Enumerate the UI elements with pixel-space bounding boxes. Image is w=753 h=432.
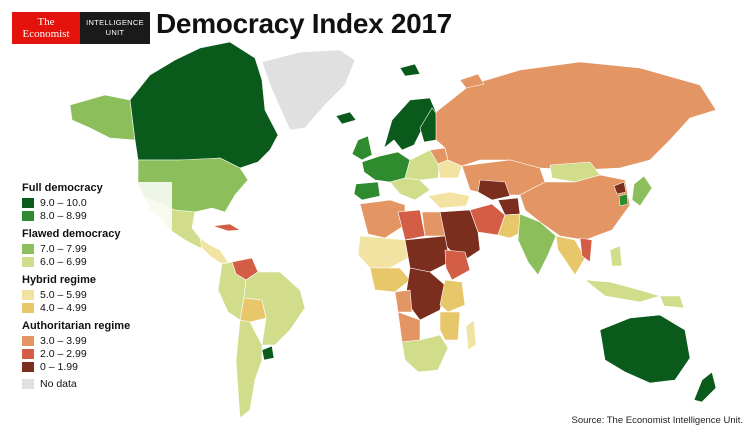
legend-item-auth-c: 0 – 1.99 <box>22 360 172 373</box>
region-north-africa <box>359 199 406 239</box>
region-svalbard-area <box>459 73 485 89</box>
legend-flawed-title: Flawed democracy <box>22 228 121 240</box>
legend-item-flawed-a: 7.0 – 7.99 <box>22 242 172 255</box>
region-horn <box>444 249 471 281</box>
legend-auth-title: Authoritarian regime <box>22 320 131 332</box>
legend-full-title: Full democracy <box>22 182 103 194</box>
legend-label: 3.0 – 3.99 <box>40 334 87 347</box>
region-east-africa <box>439 279 466 313</box>
legend-item-flawed-b: 6.0 – 6.99 <box>22 255 172 268</box>
legend-item-auth-a: 3.0 – 3.99 <box>22 334 172 347</box>
region-sahel <box>357 235 409 269</box>
legend-swatch <box>22 361 34 372</box>
economist-logo: The Economist <box>12 12 80 44</box>
region-turkey <box>427 191 471 209</box>
region-china <box>519 174 631 241</box>
legend-label: 4.0 – 4.99 <box>40 301 87 314</box>
legend-label: No data <box>40 377 77 390</box>
region-iberia <box>353 181 381 201</box>
legend-item-full-a: 9.0 – 10.0 <box>22 196 172 209</box>
intelligence-unit-logo: INTELLIGENCE UNIT <box>80 12 150 44</box>
region-southeast-asia <box>555 235 586 276</box>
region-sudan <box>404 235 451 273</box>
unit-line-1: INTELLIGENCE <box>86 18 144 27</box>
source-note: Source: The Economist Intelligence Unit. <box>571 415 743 426</box>
region-central-america <box>199 237 229 265</box>
legend-swatch <box>22 210 34 221</box>
region-japan <box>631 175 653 207</box>
region-brazil <box>243 271 306 346</box>
region-south-korea <box>618 193 629 207</box>
legend-label: 8.0 – 8.99 <box>40 209 87 222</box>
unit-line-2: UNIT <box>105 28 125 37</box>
region-alaska <box>69 94 136 141</box>
legend-swatch <box>22 243 34 254</box>
legend-hybrid-title: Hybrid regime <box>22 274 96 286</box>
legend-item-hybrid-b: 4.0 – 4.99 <box>22 301 172 314</box>
legend-swatch <box>22 335 34 346</box>
region-iceland <box>335 111 357 125</box>
legend-swatch <box>22 302 34 313</box>
legend-label: 0 – 1.99 <box>40 360 78 373</box>
region-greenland <box>261 49 356 131</box>
region-southern-africa <box>401 334 449 373</box>
legend-label: 9.0 – 10.0 <box>40 196 87 209</box>
region-png <box>659 295 685 309</box>
region-madagascar <box>465 319 477 351</box>
region-india <box>517 213 557 276</box>
legend-swatch <box>22 378 34 389</box>
region-indonesia <box>584 279 661 303</box>
legend-label: 7.0 – 7.99 <box>40 242 87 255</box>
region-uruguay <box>261 345 275 361</box>
region-angola <box>397 311 421 343</box>
legend-label: 2.0 – 2.99 <box>40 347 87 360</box>
region-canada <box>129 41 279 169</box>
region-southern-cone <box>235 319 263 419</box>
logo-line-1: The <box>37 16 55 28</box>
legend-label: 5.0 – 5.99 <box>40 288 87 301</box>
region-russia <box>435 61 717 171</box>
region-arctic-islands <box>399 63 421 77</box>
legend-item-no-data: No data <box>22 377 172 390</box>
logo-line-2: Economist <box>22 28 70 40</box>
region-west-africa <box>369 267 411 293</box>
legend-item-hybrid-a: 5.0 – 5.99 <box>22 288 172 301</box>
legend-item-auth-b: 2.0 – 2.99 <box>22 347 172 360</box>
legend-swatch <box>22 289 34 300</box>
region-south-europe <box>389 177 431 201</box>
legend-swatch <box>22 197 34 208</box>
region-turkmenistan <box>477 179 511 201</box>
region-libya <box>397 209 426 241</box>
region-north-korea <box>613 181 627 195</box>
legend: Full democracy 9.0 – 10.0 8.0 – 8.99 Fla… <box>22 182 172 390</box>
legend-swatch <box>22 348 34 359</box>
region-vietnam <box>579 237 593 263</box>
region-mozambique <box>439 311 461 341</box>
legend-swatch <box>22 256 34 267</box>
region-ukraine <box>437 159 463 179</box>
legend-label: 6.0 – 6.99 <box>40 255 87 268</box>
region-philippines <box>609 245 623 267</box>
region-uk <box>351 135 373 161</box>
region-congo-west <box>394 289 413 313</box>
legend-item-full-b: 8.0 – 8.99 <box>22 209 172 222</box>
region-cuba <box>212 223 241 232</box>
region-new-zealand <box>693 371 717 403</box>
page-title: Democracy Index 2017 <box>156 8 452 39</box>
region-australia <box>599 314 691 384</box>
